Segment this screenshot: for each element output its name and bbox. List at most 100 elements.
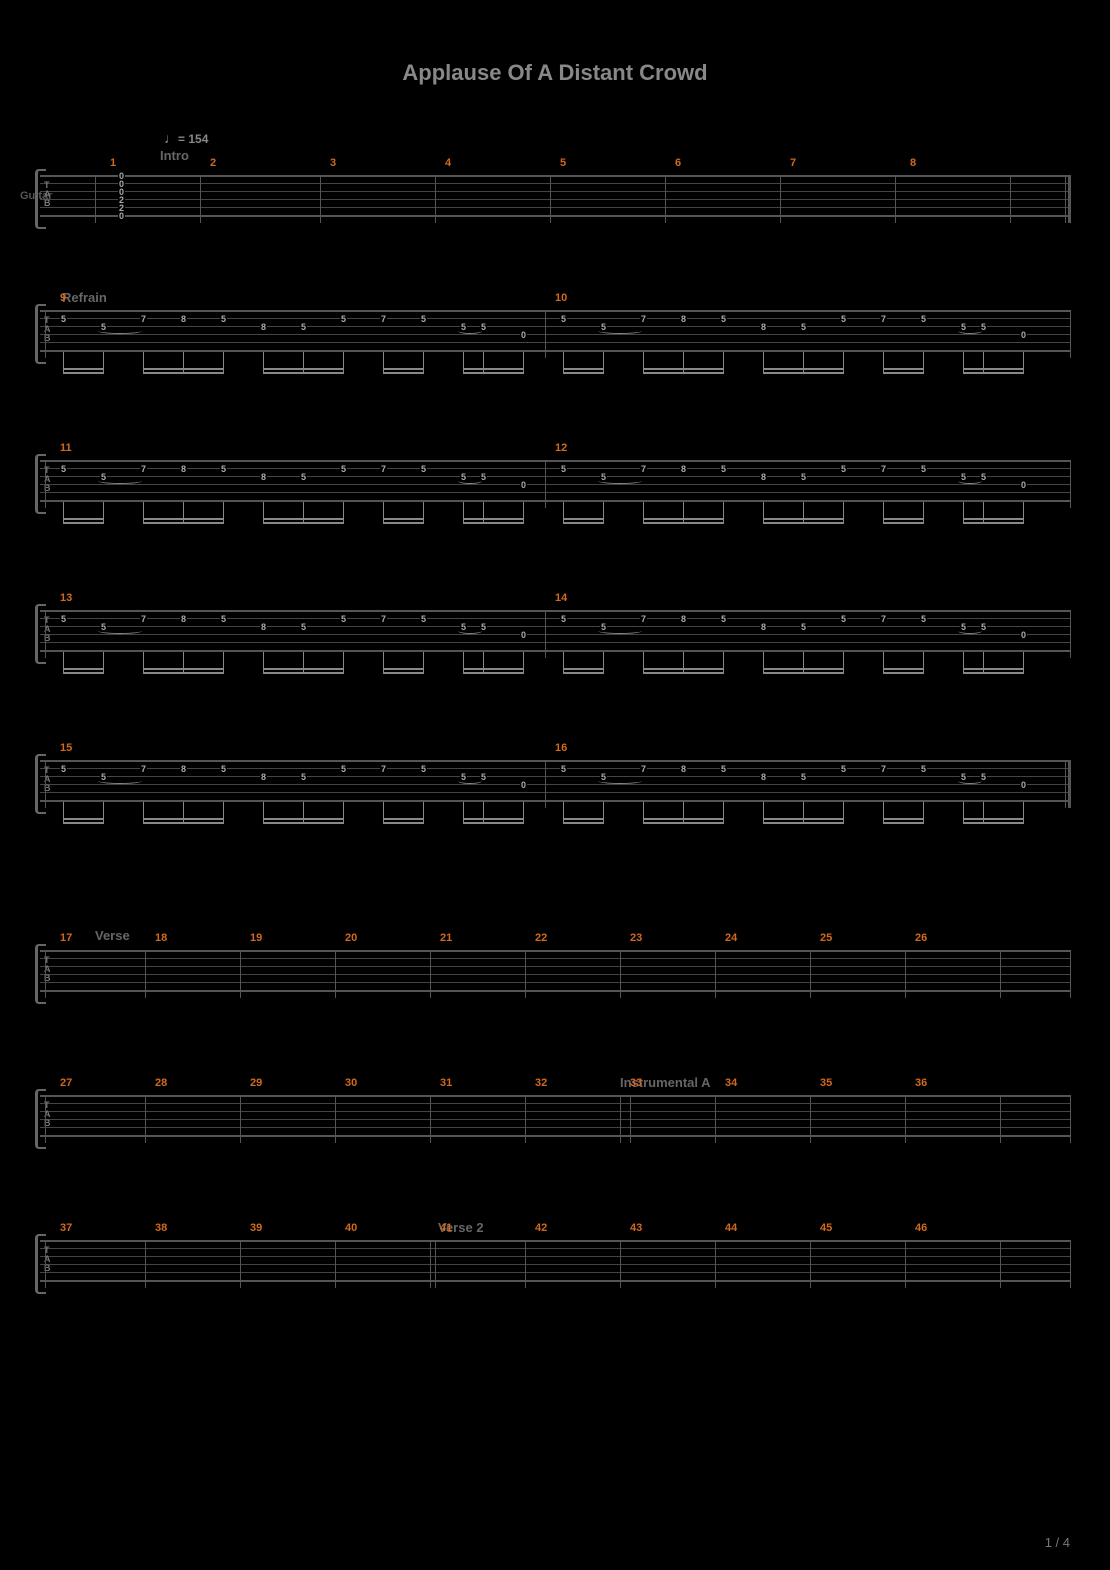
note-stem	[63, 652, 64, 674]
tab-note: 5	[800, 622, 807, 632]
measure-number: 44	[725, 1222, 737, 1234]
tab-note: 5	[340, 464, 347, 474]
note-beam	[463, 822, 523, 824]
note-stem	[723, 502, 724, 524]
note-stem	[263, 352, 264, 374]
measure-number: 35	[820, 1077, 832, 1089]
note-beam	[263, 668, 343, 670]
note-stem	[143, 502, 144, 524]
note-stem	[423, 502, 424, 524]
note-stem	[643, 802, 644, 824]
measure-number: 46	[915, 1222, 927, 1234]
measure-number: 32	[535, 1077, 547, 1089]
measure-number: 23	[630, 932, 642, 944]
note-stem	[423, 352, 424, 374]
note-beam	[763, 368, 843, 370]
note-beam	[383, 522, 423, 524]
note-stem	[763, 652, 764, 674]
staff-line	[40, 484, 1070, 485]
barline	[145, 1095, 146, 1143]
note-beam	[463, 368, 523, 370]
measure-number: 39	[250, 1222, 262, 1234]
section-label: Intro	[160, 148, 189, 163]
tab-note: 8	[680, 764, 687, 774]
tab-note: 0	[520, 330, 527, 340]
tab-note: 8	[180, 764, 187, 774]
measure-number: 7	[790, 157, 796, 169]
note-stem	[143, 802, 144, 824]
barline	[430, 950, 431, 998]
tab-note: 5	[840, 464, 847, 474]
note-beam	[463, 672, 523, 674]
note-beam	[643, 818, 723, 820]
note-beam	[643, 518, 723, 520]
measure-number: 17	[60, 932, 72, 944]
measure-number: 25	[820, 932, 832, 944]
note-stem	[603, 502, 604, 524]
staff-line	[40, 626, 1070, 627]
note-stem	[183, 502, 184, 524]
barline	[545, 310, 546, 358]
staff: TAB91055785855755505578585575550	[40, 310, 1070, 398]
staff-line	[40, 334, 1070, 335]
tab-note: 5	[560, 614, 567, 624]
staff-line	[40, 1264, 1070, 1265]
note-beam	[63, 518, 103, 520]
note-beam	[883, 818, 923, 820]
barline	[1070, 460, 1071, 508]
note-beam	[563, 818, 603, 820]
tie	[98, 628, 142, 634]
note-beam	[143, 818, 223, 820]
tab-note: 8	[180, 314, 187, 324]
note-stem	[803, 802, 804, 824]
page-number: 1 / 4	[1045, 1535, 1070, 1550]
barline	[95, 175, 96, 223]
note-stem	[563, 652, 564, 674]
note-stem	[563, 352, 564, 374]
note-stem	[463, 652, 464, 674]
measure-number: 15	[60, 742, 72, 754]
barline	[430, 1095, 431, 1143]
note-beam	[643, 668, 723, 670]
note-beam	[963, 668, 1023, 670]
staff-line	[40, 1127, 1070, 1128]
tab-note: 8	[180, 614, 187, 624]
note-beam	[563, 668, 603, 670]
tab-note: 7	[140, 764, 147, 774]
note-stem	[463, 802, 464, 824]
note-stem	[683, 352, 684, 374]
note-stem	[843, 802, 844, 824]
staff-line	[40, 476, 1070, 477]
note-beam	[383, 368, 423, 370]
tie	[598, 628, 642, 634]
measure-number: 40	[345, 1222, 357, 1234]
section-label: Refrain	[62, 290, 107, 305]
note-stem	[183, 802, 184, 824]
note-stem	[723, 802, 724, 824]
tab-note: 0	[1020, 780, 1027, 790]
note-stem	[563, 502, 564, 524]
tab-note: 7	[380, 464, 387, 474]
barline	[620, 1240, 621, 1288]
note-stem	[143, 352, 144, 374]
barline	[715, 950, 716, 998]
tab-note: 8	[180, 464, 187, 474]
measure-number: 31	[440, 1077, 452, 1089]
note-stem	[423, 652, 424, 674]
tab-note: 7	[640, 614, 647, 624]
barline	[45, 1095, 46, 1143]
note-stem	[763, 502, 764, 524]
note-beam	[643, 368, 723, 370]
note-stem	[383, 352, 384, 374]
barline	[1070, 1095, 1071, 1143]
note-stem	[183, 352, 184, 374]
tab-note: 5	[560, 464, 567, 474]
note-beam	[963, 522, 1023, 524]
staff: TAB111255785855755505578585575550	[40, 460, 1070, 548]
measure-number: 8	[910, 157, 916, 169]
staff-line	[40, 1240, 1070, 1242]
barline	[200, 175, 201, 223]
end-barline	[1064, 760, 1070, 808]
staff-line	[40, 175, 1070, 177]
barline	[145, 1240, 146, 1288]
